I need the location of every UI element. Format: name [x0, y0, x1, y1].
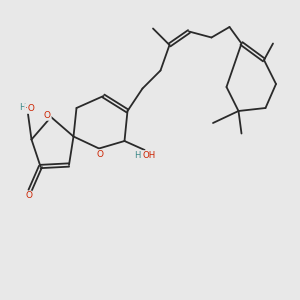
Text: H: H [134, 151, 140, 160]
Text: OH: OH [142, 151, 156, 160]
Text: ·O: ·O [25, 104, 35, 113]
Text: O: O [44, 111, 51, 120]
Text: H: H [19, 103, 26, 112]
Text: O: O [96, 150, 103, 159]
Text: O: O [25, 191, 32, 200]
